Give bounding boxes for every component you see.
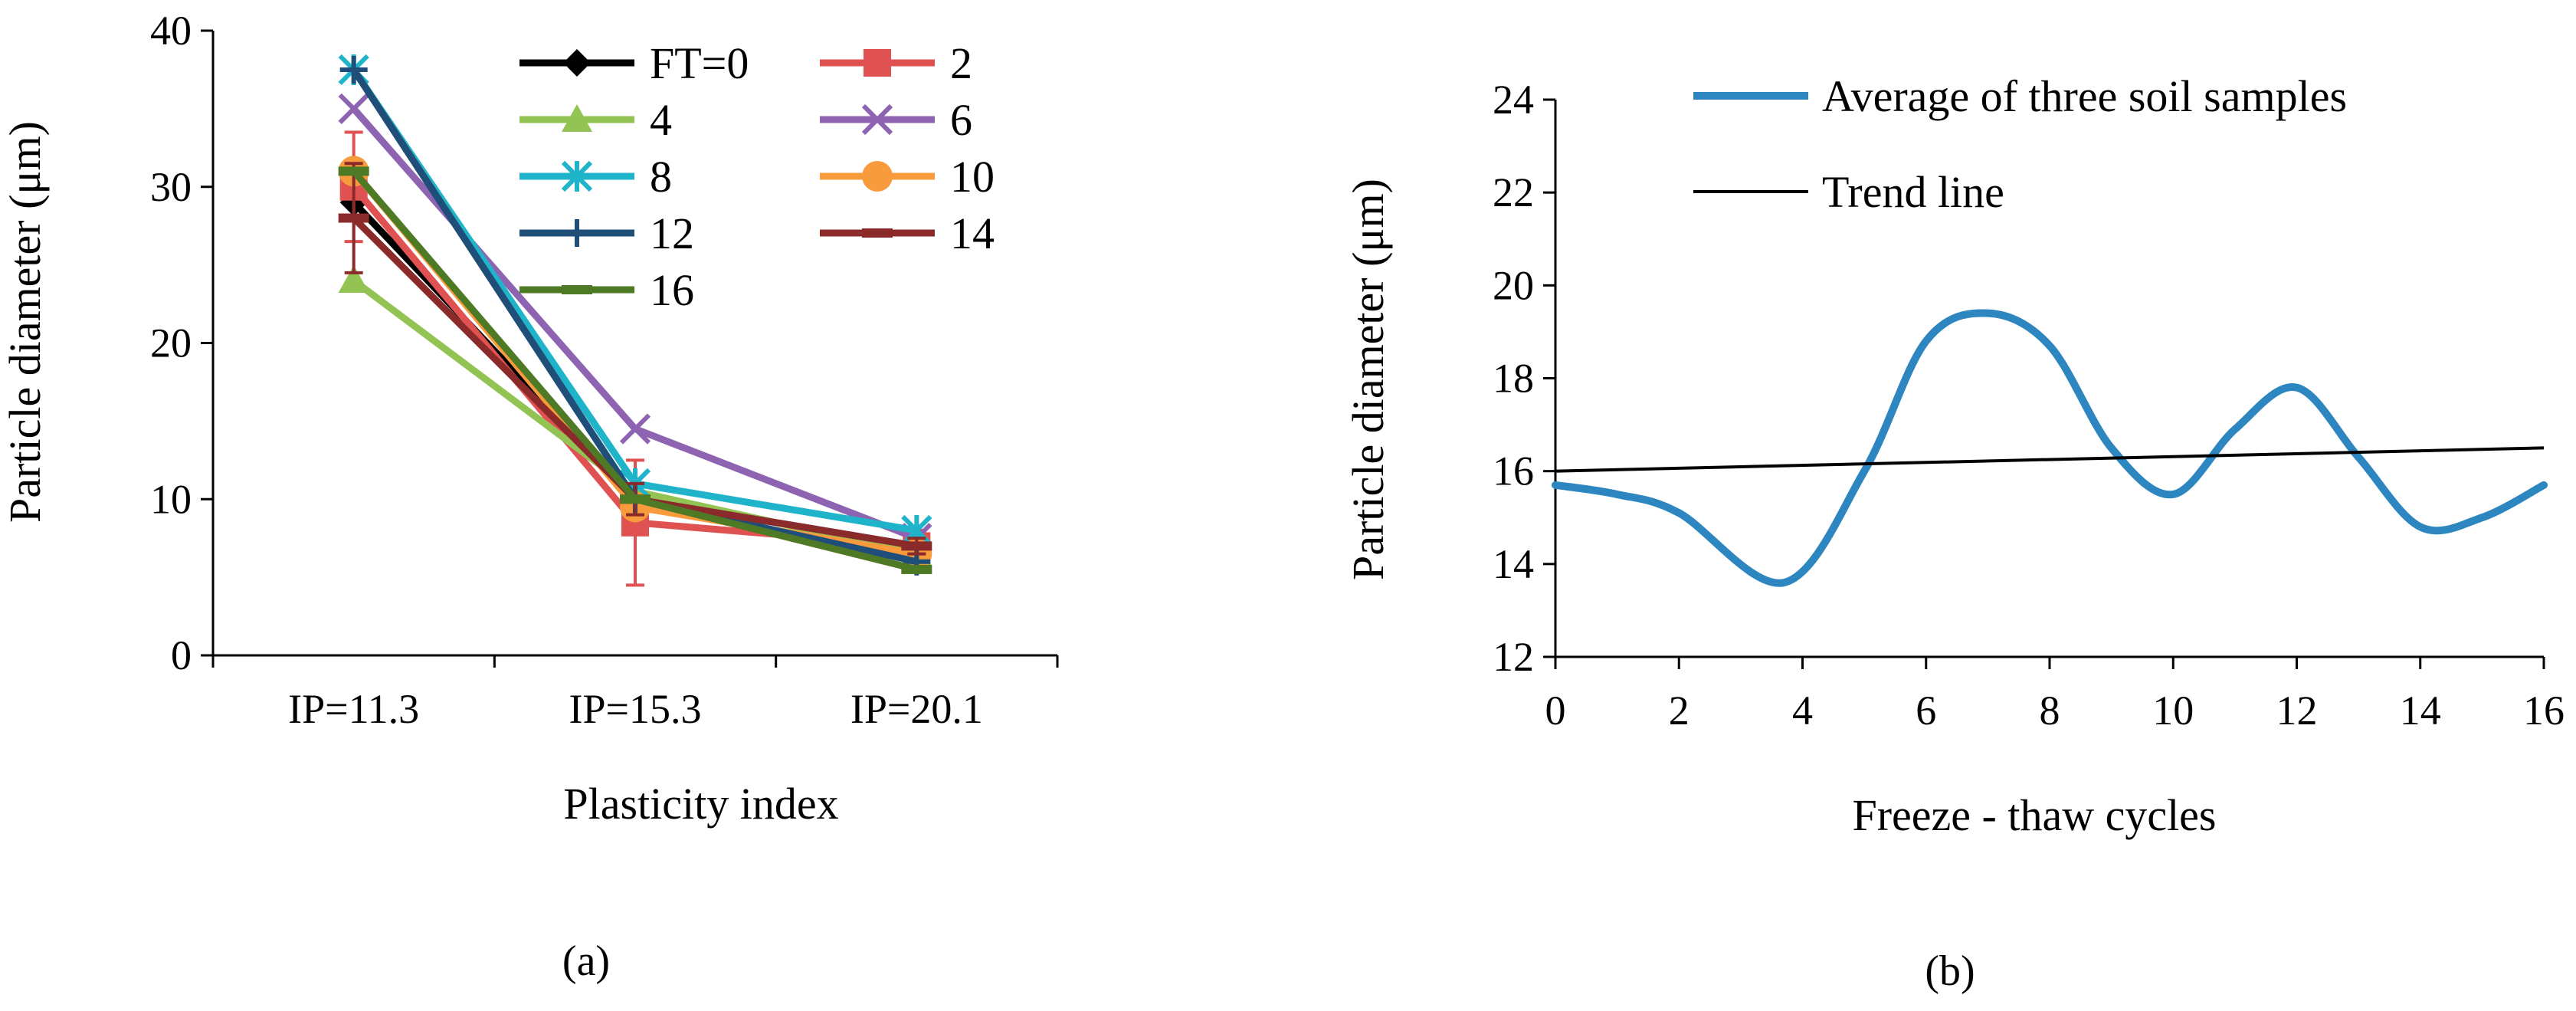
data-point-4 [338, 265, 369, 293]
data-point-14 [901, 541, 932, 551]
series-8 [338, 54, 932, 547]
legend-label-average-of-three-soil-samples: Average of three soil samples [1822, 71, 2347, 121]
x-tick-label-b: 0 [1545, 688, 1566, 734]
y-tick-label-b: 12 [1493, 634, 1534, 680]
series-line-average-of-three-soil-samples [1552, 309, 2548, 587]
legend-marker-14 [862, 228, 893, 238]
panel-label-b: (b) [1925, 947, 1975, 995]
legend-label-2: 2 [950, 38, 972, 88]
y-tick-label-a: 0 [171, 632, 192, 678]
y-tick-label-a: 30 [150, 164, 192, 210]
legend-marker-8 [561, 160, 593, 192]
axes-a: 0 10 20 30 40 IP=11.3 IP=15.3 IP=20.1 [150, 8, 1059, 732]
y-axis-title-a: Particle diameter (μm) [0, 121, 50, 523]
legend-label-10: 10 [950, 152, 995, 202]
data-point-16 [901, 564, 932, 574]
legend-label-6: 6 [950, 95, 972, 145]
legend-marker-2 [864, 49, 891, 77]
data-point-6 [338, 93, 369, 124]
y-tick-label-b: 24 [1493, 77, 1534, 123]
x-tick-label-b: 16 [2523, 688, 2565, 734]
data-point-16 [338, 166, 369, 176]
x-tick-label-b: 12 [2276, 688, 2318, 734]
legend-label-trend-line: Trend line [1822, 167, 2004, 217]
legend-marker-ft-0 [563, 49, 591, 77]
x-tick-label-b: 4 [1792, 688, 1813, 734]
series-line-trend-line [1555, 446, 2545, 473]
x-tick-label-a: IP=11.3 [288, 686, 419, 732]
y-tick-label-b: 14 [1493, 541, 1534, 587]
series-group-a [338, 54, 932, 587]
legend-a: FT=0 2 4 6 8 10 12 14 16 [519, 38, 995, 315]
legend-label-8: 8 [650, 152, 672, 202]
legend-marker-6 [861, 103, 893, 136]
series-group-b [1552, 309, 2548, 587]
legend-marker-16 [562, 285, 592, 294]
x-tick-label-a: IP=20.1 [850, 686, 983, 732]
panel-label-a: (a) [562, 937, 610, 985]
legend-label-12: 12 [650, 208, 694, 258]
legend-marker-10 [862, 161, 893, 192]
x-tick-label-b: 8 [2040, 688, 2060, 734]
data-point-12 [339, 55, 368, 84]
x-tick-label-b: 2 [1669, 688, 1689, 734]
data-point-16 [620, 494, 651, 504]
x-axis-title-b: Freeze - thaw cycles [1852, 790, 2216, 840]
x-tick-label-b: 6 [1916, 688, 1936, 734]
y-tick-label-a: 40 [150, 8, 192, 54]
y-axis-title-b: Particle diameter (μm) [1343, 179, 1393, 580]
y-tick-label-b: 20 [1493, 262, 1534, 308]
legend-marker-12 [563, 219, 591, 247]
x-axis-title-a: Plasticity index [563, 779, 838, 829]
x-tick-label-a: IP=15.3 [569, 686, 702, 732]
data-point-14 [338, 213, 369, 223]
data-point-6 [619, 413, 651, 445]
legend-marker-4 [562, 104, 592, 132]
chart-panel-a: 0 10 20 30 40 IP=11.3 IP=15.3 IP=20.1 FT=0 2 4 6 8 1… [0, 8, 1059, 985]
y-tick-label-a: 10 [150, 476, 192, 522]
legend-label-ft-0: FT=0 [650, 38, 749, 88]
legend-label-14: 14 [950, 208, 995, 258]
legend-b: Average of three soil samples Trend line [1693, 71, 2347, 217]
y-tick-label-b: 22 [1493, 169, 1534, 215]
legend-label-16: 16 [650, 265, 694, 315]
series-16 [338, 166, 932, 574]
y-tick-label-b: 16 [1493, 448, 1534, 494]
y-tick-label-a: 20 [150, 320, 192, 366]
x-tick-label-b: 14 [2400, 688, 2441, 734]
x-tick-label-b: 10 [2152, 688, 2194, 734]
legend-label-4: 4 [650, 95, 672, 145]
y-tick-label-b: 18 [1493, 356, 1534, 402]
